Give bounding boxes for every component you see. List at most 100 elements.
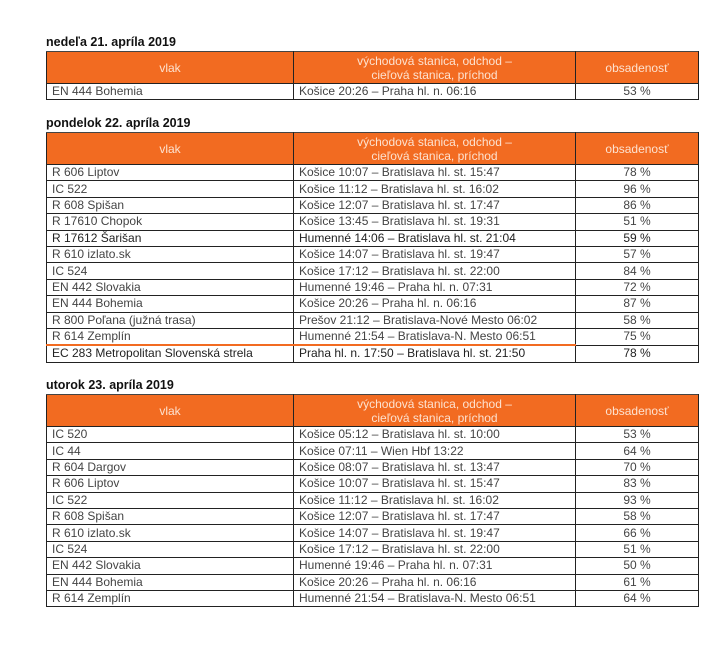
- occupancy-cell: 58 %: [575, 311, 699, 329]
- train-cell: R 606 Liptov: [46, 163, 294, 182]
- train-cell: IC 522: [46, 180, 294, 198]
- occupancy-cell: 72 %: [575, 278, 699, 297]
- train-cell: R 614 Zemplín: [46, 327, 294, 347]
- header-route-line1: východová stanica, odchod –: [357, 134, 512, 149]
- train-cell: EN 442 Slovakia: [46, 278, 294, 297]
- occupancy-cell: 83 %: [575, 475, 699, 493]
- day-section-sunday: nedeľa 21. apríla 2019 vlak východová st…: [46, 34, 699, 101]
- table-row: IC 522 Košice 11:12 – Bratislava hl. st.…: [46, 180, 699, 198]
- occupancy-table: vlak východová stanica, odchod – cieľová …: [46, 394, 699, 608]
- route-cell: Košice 14:07 – Bratislava hl. st. 19:47: [293, 524, 576, 542]
- header-route-line1: východová stanica, odchod –: [357, 396, 512, 411]
- header-route-line2: cieľová stanica, príchod: [371, 67, 498, 82]
- table-row: R 614 Zemplín Humenné 21:54 – Bratislava…: [46, 589, 699, 608]
- table-row: R 17610 Chopok Košice 13:45 – Bratislava…: [46, 213, 699, 231]
- route-cell: Košice 11:12 – Bratislava hl. st. 16:02: [293, 180, 576, 198]
- header-route: východová stanica, odchod – cieľová stani…: [293, 132, 576, 165]
- occupancy-table: vlak východová stanica, odchod – cieľová …: [46, 132, 699, 363]
- route-cell: Košice 10:07 – Bratislava hl. st. 15:47: [293, 163, 576, 182]
- train-cell: IC 524: [46, 262, 294, 280]
- train-cell: R 614 Zemplín: [46, 589, 294, 608]
- route-cell: Košice 11:12 – Bratislava hl. st. 16:02: [293, 491, 576, 509]
- occupancy-cell: 86 %: [575, 196, 699, 215]
- table-row: EN 442 Slovakia Humenné 19:46 – Praha hl…: [46, 278, 699, 297]
- route-cell: Košice 20:26 – Praha hl. n. 06:16: [293, 573, 576, 591]
- train-cell: R 606 Liptov: [46, 475, 294, 493]
- route-cell: Humenné 19:46 – Praha hl. n. 07:31: [293, 278, 576, 297]
- train-cell: R 610 izlato.sk: [46, 245, 294, 264]
- occupancy-cell: 93 %: [575, 491, 699, 509]
- table-row: IC 524 Košice 17:12 – Bratislava hl. st.…: [46, 262, 699, 280]
- train-cell: R 17612 Šarišan: [46, 229, 294, 247]
- occupancy-cell: 84 %: [575, 262, 699, 280]
- occupancy-cell: 53 %: [575, 82, 699, 101]
- route-cell: Košice 10:07 – Bratislava hl. st. 15:47: [293, 475, 576, 493]
- table-row: R 800 Poľana (južná trasa) Prešov 21:12 …: [46, 311, 699, 329]
- table-row: R 606 Liptov Košice 10:07 – Bratislava h…: [46, 475, 699, 493]
- table-row: IC 524 Košice 17:12 – Bratislava hl. st.…: [46, 540, 699, 559]
- train-cell: R 610 izlato.sk: [46, 524, 294, 542]
- header-route-line1: východová stanica, odchod –: [357, 53, 512, 68]
- occupancy-cell: 57 %: [575, 245, 699, 264]
- route-cell: Košice 05:12 – Bratislava hl. st. 10:00: [293, 425, 576, 444]
- header-route: východová stanica, odchod – cieľová stani…: [293, 394, 576, 427]
- train-cell: EN 444 Bohemia: [46, 82, 294, 101]
- route-cell: Košice 07:11 – Wien Hbf 13:22: [293, 442, 576, 460]
- occupancy-cell: 75 %: [575, 327, 699, 346]
- occupancy-cell: 78 %: [575, 344, 699, 363]
- route-cell: Košice 12:07 – Bratislava hl. st. 17:47: [293, 507, 576, 526]
- train-cell: IC 44: [46, 442, 294, 460]
- route-cell: Košice 12:07 – Bratislava hl. st. 17:47: [293, 196, 576, 215]
- day-title: utorok 23. apríla 2019: [46, 378, 174, 392]
- occupancy-cell: 64 %: [575, 442, 699, 460]
- day-section-tuesday: utorok 23. apríla 2019 vlak východová st…: [46, 377, 699, 608]
- table-row: R 610 izlato.sk Košice 14:07 – Bratislav…: [46, 245, 699, 264]
- day-title: pondelok 22. apríla 2019: [46, 116, 191, 130]
- route-cell: Praha hl. n. 17:50 – Bratislava hl. st. …: [293, 344, 576, 363]
- table-row: IC 44 Košice 07:11 – Wien Hbf 13:22 64 %: [46, 442, 699, 460]
- table-row: IC 522 Košice 11:12 – Bratislava hl. st.…: [46, 491, 699, 509]
- train-cell: R 608 Spišan: [46, 507, 294, 526]
- train-cell: R 608 Spišan: [46, 196, 294, 215]
- table-row: R 614 Zemplín Humenné 21:54 – Bratislava…: [46, 327, 699, 347]
- route-cell: Humenné 21:54 – Bratislava-N. Mesto 06:5…: [293, 327, 576, 347]
- train-cell: IC 524: [46, 540, 294, 559]
- occupancy-cell: 58 %: [575, 507, 699, 526]
- occupancy-cell: 78 %: [575, 163, 699, 182]
- route-cell: Košice 20:26 – Praha hl. n. 06:16: [293, 82, 576, 101]
- train-cell: R 800 Poľana (južná trasa): [46, 311, 294, 329]
- occupancy-cell: 66 %: [575, 524, 699, 542]
- occupancy-cell: 51 %: [575, 213, 699, 231]
- table-row: R 604 Dargov Košice 08:07 – Bratislava h…: [46, 458, 699, 477]
- table-row: EN 444 Bohemia Košice 20:26 – Praha hl. …: [46, 573, 699, 591]
- route-cell: Humenné 19:46 – Praha hl. n. 07:31: [293, 557, 576, 575]
- train-cell: EC 283 Metropolitan Slovenská strela: [46, 344, 294, 363]
- train-cell: EN 444 Bohemia: [46, 573, 294, 591]
- occupancy-cell: 50 %: [575, 557, 699, 575]
- header-train: vlak: [46, 394, 294, 427]
- table-row: R 608 Spišan Košice 12:07 – Bratislava h…: [46, 507, 699, 526]
- table-row: R 17612 Šarišan Humenné 14:06 – Bratisla…: [46, 229, 699, 247]
- table-row: R 610 izlato.sk Košice 14:07 – Bratislav…: [46, 524, 699, 542]
- train-cell: IC 520: [46, 425, 294, 444]
- header-route: východová stanica, odchod – cieľová stani…: [293, 51, 576, 84]
- header-occupancy: obsadenosť: [575, 132, 699, 165]
- route-cell: Košice 14:07 – Bratislava hl. st. 19:47: [293, 245, 576, 264]
- route-cell: Prešov 21:12 – Bratislava-Nové Mesto 06:…: [293, 311, 576, 329]
- table-row: EN 444 Bohemia Košice 20:26 – Praha hl. …: [46, 82, 699, 101]
- occupancy-cell: 61 %: [575, 573, 699, 591]
- header-train: vlak: [46, 51, 294, 84]
- route-cell: Košice 20:26 – Praha hl. n. 06:16: [293, 295, 576, 313]
- occupancy-cell: 53 %: [575, 425, 699, 444]
- train-cell: EN 442 Slovakia: [46, 557, 294, 575]
- occupancy-table: vlak východová stanica, odchod – cieľová …: [46, 51, 699, 101]
- occupancy-cell: 64 %: [575, 589, 699, 608]
- occupancy-cell: 59 %: [575, 229, 699, 247]
- table-header: vlak východová stanica, odchod – cieľová …: [46, 132, 699, 165]
- train-cell: EN 444 Bohemia: [46, 295, 294, 313]
- train-cell: R 17610 Chopok: [46, 213, 294, 231]
- header-occupancy: obsadenosť: [575, 51, 699, 84]
- occupancy-cell: 87 %: [575, 295, 699, 313]
- header-train: vlak: [46, 132, 294, 165]
- route-cell: Humenné 14:06 – Bratislava hl. st. 21:04: [293, 229, 576, 247]
